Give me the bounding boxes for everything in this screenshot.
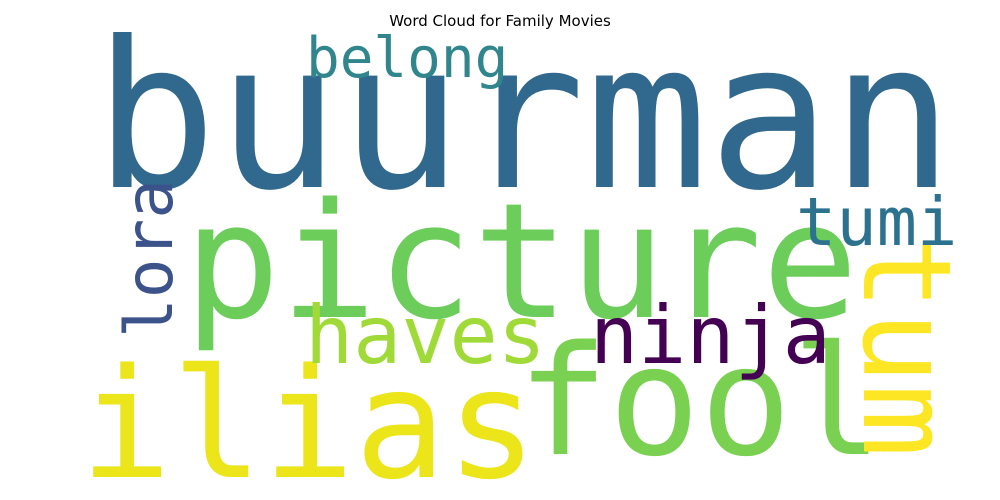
word-lora: lora	[111, 179, 188, 338]
word-ilias: ilias	[80, 336, 538, 500]
word-tum: tum	[835, 237, 977, 457]
word-tumi: tumi	[796, 183, 957, 261]
word-picture: picture	[184, 168, 858, 355]
chart-title: Word Cloud for Family Movies	[389, 12, 611, 30]
word-ninja: ninja	[590, 289, 831, 382]
word-haves: haves	[305, 289, 546, 382]
word-fool: fool	[517, 313, 883, 490]
word-belong: belong	[306, 26, 508, 91]
word-buurman: buurman	[94, 0, 954, 236]
